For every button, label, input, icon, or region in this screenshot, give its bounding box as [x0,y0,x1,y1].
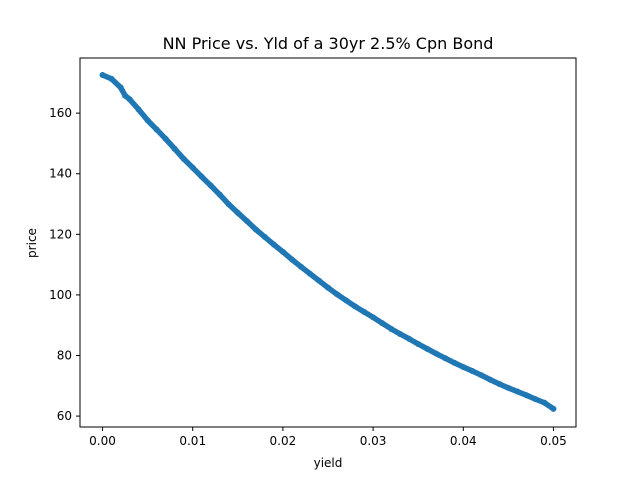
data-point [234,209,241,216]
data-point [252,226,259,233]
data-point [460,364,467,371]
data-point [469,367,476,374]
data-point [514,388,521,395]
data-point [352,303,359,310]
data-point [180,155,187,162]
data-point [379,320,386,327]
data-point [189,164,196,171]
data-point [171,145,178,152]
data-point [361,308,368,315]
data-point [424,345,431,352]
data-point [343,297,350,304]
x-axis-label: yield [314,456,343,470]
x-tick-label: 0.05 [540,434,567,448]
series-0-trace [99,72,557,412]
data-point [388,325,395,332]
data-point [532,396,539,403]
data-point [433,350,440,357]
data-point [261,234,268,241]
data-point [279,248,286,255]
data-point [334,291,341,298]
x-tick-label: 0.04 [450,434,477,448]
data-point [306,270,313,277]
data-point [243,217,250,224]
y-tick-label: 60 [57,409,72,423]
y-axis-label: price [25,228,39,258]
data-point [325,284,331,291]
data-point [126,96,133,103]
data-point [162,135,169,142]
y-tick-label: 120 [49,227,72,241]
data-point [550,405,557,412]
data-point [207,182,214,189]
y-tick-label: 100 [49,288,72,302]
data-point [99,71,106,78]
data-point [541,399,548,406]
x-axis-ticks: 0.00 0.01 0.02 0.03 0.04 0.05 [89,427,567,448]
y-tick-label: 140 [49,167,72,181]
x-tick-label: 0.03 [360,434,387,448]
data-point [442,355,449,362]
data-point [225,201,232,208]
data-point [487,376,494,383]
y-tick-label: 160 [49,106,72,120]
data-point [451,359,458,366]
data-point [122,92,129,99]
y-axis-ticks: 60 80 100 120 140 160 [49,106,80,423]
data-point [216,191,223,198]
data-point [108,75,115,82]
data-point [117,84,124,91]
data-point [496,380,503,387]
data-point [297,263,304,270]
data-point [135,106,142,113]
y-tick-label: 80 [57,349,72,363]
data-point [144,117,151,124]
data-point [397,330,404,337]
data-point [370,314,377,321]
data-point [288,256,295,263]
chart-title: NN Price vs. Yld of a 30yr 2.5% Cpn Bond [163,34,494,53]
x-tick-label: 0.00 [89,434,116,448]
series-layer [99,71,557,412]
plot-frame [79,57,577,428]
data-point [505,384,512,391]
x-tick-label: 0.01 [179,434,206,448]
data-point [523,392,530,399]
data-point [406,335,413,342]
data-point [270,241,277,248]
data-point [315,277,322,284]
data-point [153,126,160,133]
data-point [198,173,205,180]
x-tick-label: 0.02 [270,434,297,448]
data-point [415,340,422,347]
data-point [478,372,485,379]
